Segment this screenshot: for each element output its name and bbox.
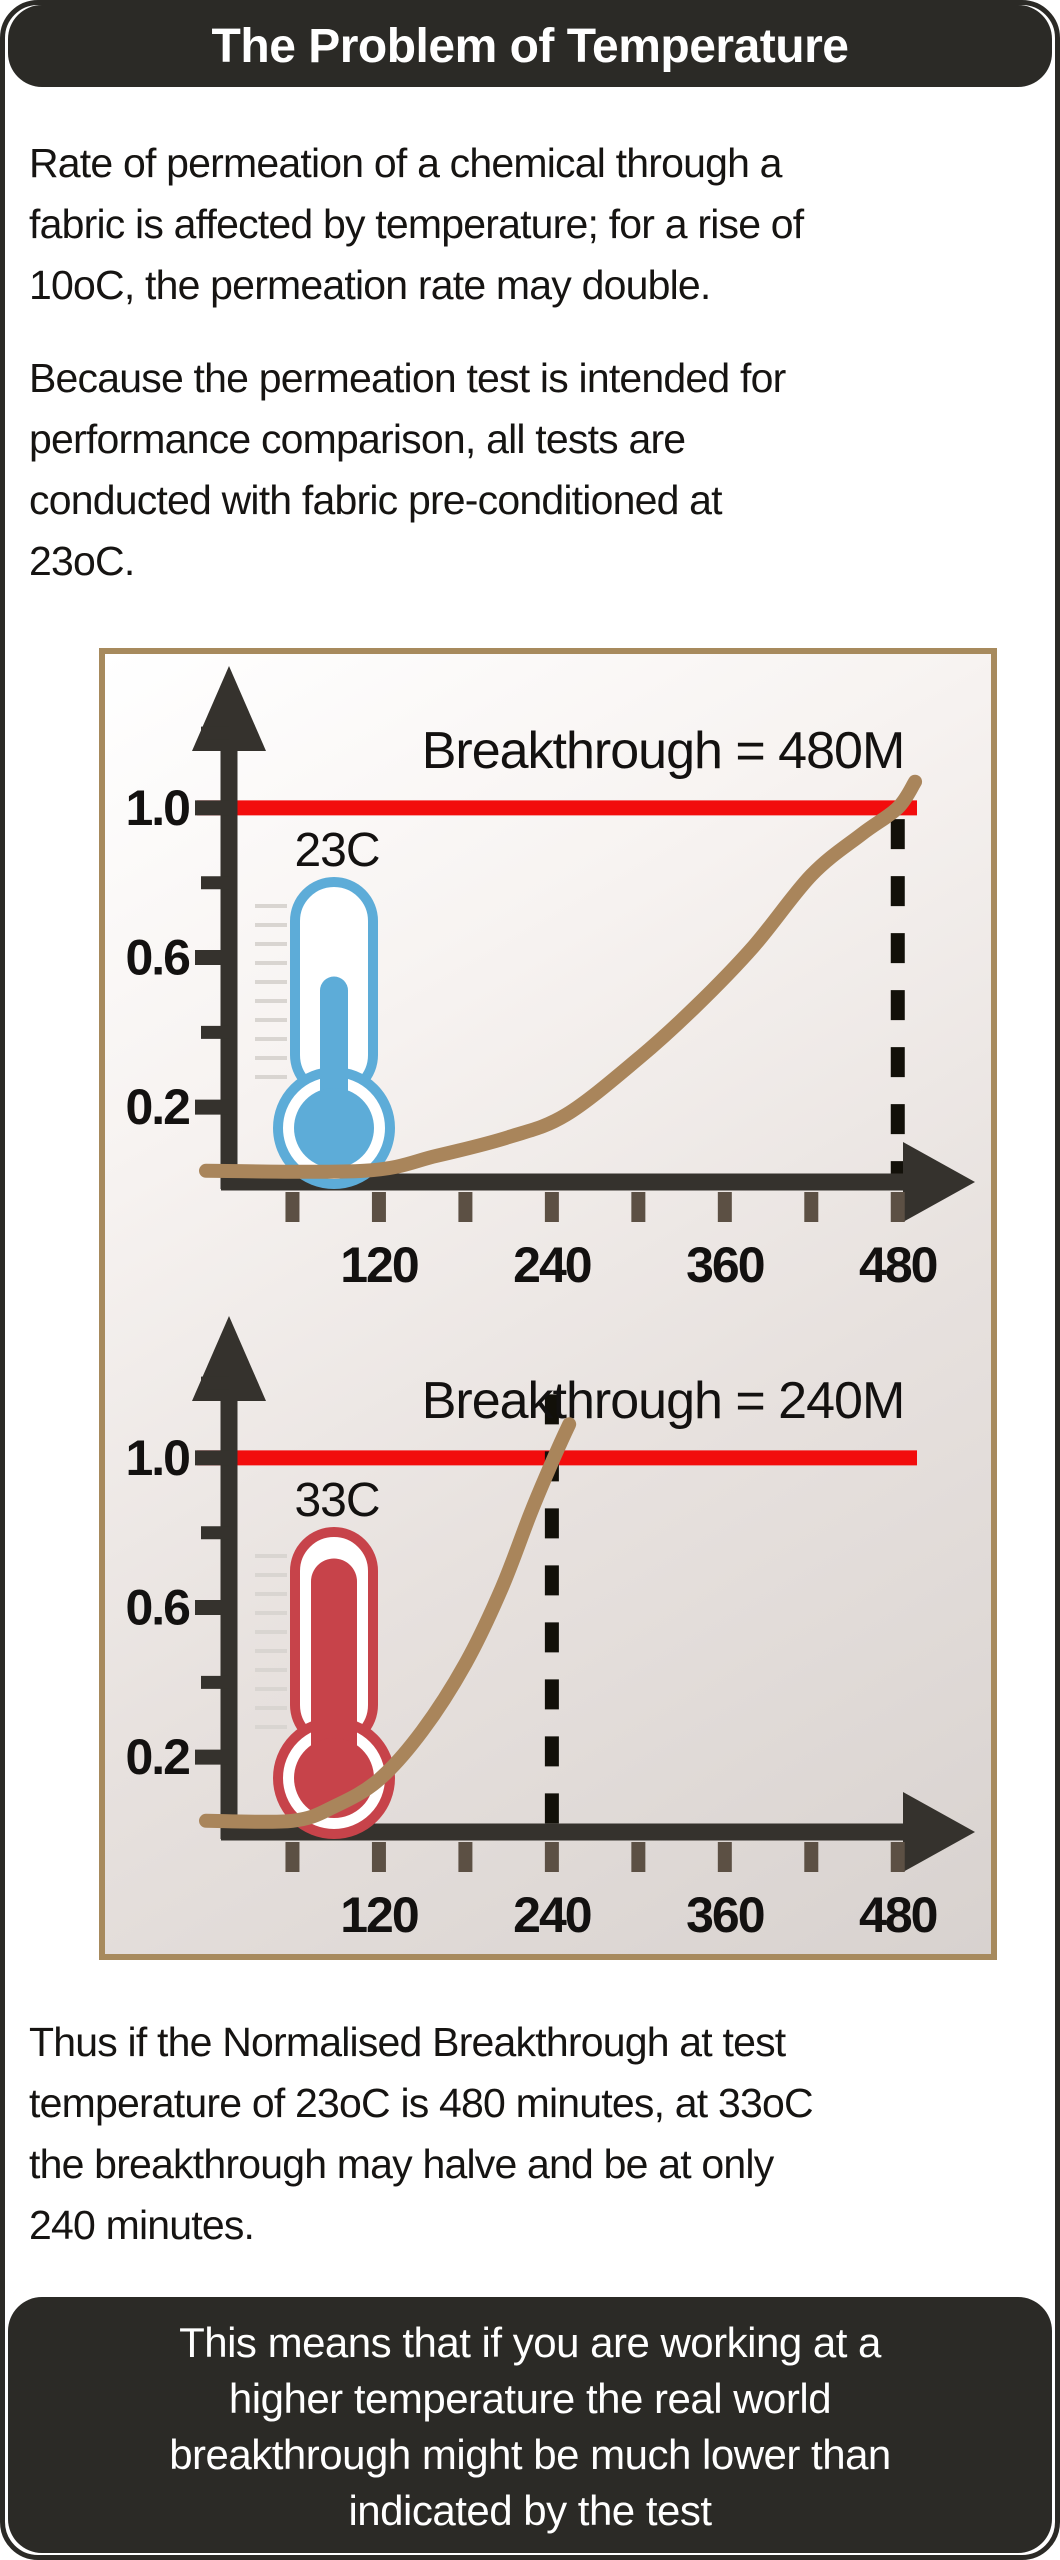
thermometer-icon: 23C [255,824,395,1189]
y-tick-label: 0.6 [125,930,189,986]
thermometer-mercury [311,1558,357,1778]
paragraph-permeation-rate: Rate of permeation of a chemical through… [5,133,1055,316]
permeation-curve [199,1417,577,1829]
charts-panel: 0.2 0.6 1.0 120 240 360 480 Breakthrough = 480M… [99,648,997,1960]
y-tick-label: 1.0 [125,1430,189,1486]
x-axis-arrow-icon [903,1142,975,1222]
paragraph-line: fabric is affected by temperature; for a… [29,201,804,247]
y-tick-label: 0.2 [125,1729,189,1785]
paragraph-line: the breakthrough may halve and be at onl… [29,2141,774,2187]
x-tick-label: 480 [859,1887,937,1943]
paragraph-test-conditions: Because the permeation test is intended … [5,348,1055,592]
y-tick-label: 0.2 [125,1079,189,1135]
footer-line: indicated by the test [348,2487,712,2534]
page-title: The Problem of Temperature [211,19,849,73]
thermometer-temp-label: 23C [294,824,379,877]
paragraph-conclusion: Thus if the Normalised Breakthrough at t… [5,2012,1055,2256]
y-tick-label: 1.0 [125,780,189,836]
footer-line: breakthrough might be much lower than [169,2431,891,2478]
paragraph-line: Because the permeation test is intended … [29,355,786,401]
x-tick-label: 120 [340,1237,418,1293]
footer-line: This means that if you are working at a [179,2319,881,2366]
x-tick-label: 480 [859,1237,937,1293]
chart-breakthrough-23c: 0.2 0.6 1.0 120 240 360 480 Breakthrough = 480M… [125,666,975,1293]
x-tick-label: 240 [513,1887,591,1943]
x-tick-label: 360 [686,1887,764,1943]
chart-breakthrough-33c: 0.2 0.6 1.0 120 240 360 480 Breakthrough = 240M… [125,1316,975,1943]
x-tick-label: 240 [513,1237,591,1293]
paragraph-line: Rate of permeation of a chemical through… [29,140,783,186]
thermometer-temp-label: 33C [294,1474,379,1527]
x-tick-label: 120 [340,1887,418,1943]
permeation-curve [199,774,923,1179]
paragraph-line: Thus if the Normalised Breakthrough at t… [29,2019,786,2065]
chart-title: Breakthrough = 240M [422,1372,905,1430]
content-area: Rate of permeation of a chemical through… [5,87,1055,2256]
x-tick-label: 360 [686,1237,764,1293]
footer-line: higher temperature the real world [228,2375,832,2422]
paragraph-line: 10oC, the permeation rate may double. [29,262,711,308]
chart-title: Breakthrough = 480M [422,722,905,780]
paragraph-line: 23oC. [29,538,135,584]
paragraph-line: 240 minutes. [29,2202,255,2248]
x-axis-arrow-icon [903,1792,975,1872]
paragraph-line: conducted with fabric pre-conditioned at [29,477,723,523]
header-bar: The Problem of Temperature [8,5,1052,87]
paragraph-line: temperature of 23oC is 480 minutes, at 3… [29,2080,814,2126]
y-tick-label: 0.6 [125,1580,189,1636]
thermometer-bulb-fill [294,1088,374,1168]
footer-bar: This means that if you are working at a … [8,2297,1052,2553]
paragraph-line: performance comparison, all tests are [29,416,686,462]
